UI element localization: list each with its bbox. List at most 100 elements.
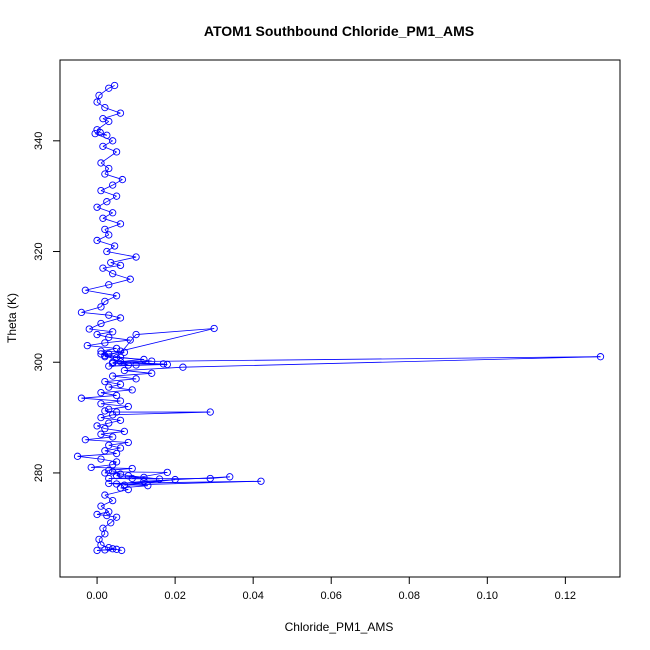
series-segment — [98, 87, 110, 96]
data-point — [87, 463, 95, 472]
data-point — [93, 546, 101, 555]
data-point — [112, 192, 121, 200]
data-point — [109, 181, 117, 189]
series-segment — [120, 356, 152, 362]
series-segment — [108, 419, 121, 424]
data-point — [93, 203, 101, 211]
series-segment — [96, 334, 109, 338]
series-segment — [96, 425, 106, 430]
data-point — [118, 546, 126, 555]
series-segment — [108, 483, 148, 487]
series-segment — [108, 480, 261, 484]
data-point — [95, 91, 103, 100]
series-segment — [85, 439, 129, 443]
data-point — [210, 324, 218, 333]
data-point — [109, 209, 117, 217]
data-point — [124, 485, 132, 494]
data-point — [105, 479, 113, 488]
data-point — [112, 480, 121, 488]
data-point — [140, 355, 148, 364]
series-segment — [120, 485, 148, 489]
data-point — [101, 425, 109, 433]
data-point — [105, 84, 113, 92]
series-segment — [102, 145, 117, 153]
series-segment — [89, 328, 113, 333]
data-point — [112, 545, 121, 553]
series-segment — [104, 447, 121, 452]
series-segment — [108, 278, 131, 286]
data-point — [132, 375, 140, 383]
data-point — [109, 496, 117, 505]
data-point — [116, 109, 125, 117]
series-segment — [100, 347, 117, 352]
series-segment — [106, 515, 117, 518]
data-point — [132, 361, 140, 369]
series-segment — [96, 121, 110, 131]
data-point — [118, 175, 127, 184]
data-point — [96, 128, 104, 137]
series-segment — [108, 383, 121, 388]
data-point — [103, 198, 111, 206]
data-point — [206, 474, 214, 483]
data-point — [105, 362, 113, 370]
data-point — [93, 422, 101, 430]
series-segment — [104, 450, 117, 454]
data-point — [101, 170, 109, 178]
data-point — [126, 336, 134, 344]
series-segment — [102, 522, 111, 529]
series-points — [73, 81, 605, 555]
series-segment — [100, 392, 117, 396]
data-point — [109, 270, 117, 278]
data-point — [105, 333, 113, 341]
series-segment — [85, 436, 113, 441]
data-point — [99, 264, 107, 272]
series-segment — [96, 201, 108, 208]
data-point — [257, 477, 265, 485]
series-segment — [108, 314, 121, 319]
data-point — [596, 353, 605, 361]
data-point — [93, 98, 101, 106]
x-tick-label: 0.10 — [477, 590, 498, 602]
data-point — [105, 231, 113, 239]
series-segment — [89, 323, 102, 330]
series-segment — [112, 179, 123, 186]
data-point — [112, 472, 121, 480]
series-segment — [104, 295, 117, 302]
data-point — [116, 358, 125, 366]
data-point — [97, 350, 105, 358]
series-segment — [108, 351, 125, 355]
series-segment — [110, 256, 137, 263]
data-point — [132, 330, 140, 339]
series-segment — [81, 312, 109, 316]
data-point — [101, 546, 109, 554]
series-segment — [100, 500, 113, 507]
data-point — [105, 474, 113, 483]
data-point — [93, 330, 101, 339]
data-point — [97, 541, 105, 549]
data-point — [120, 348, 129, 356]
data-point — [120, 427, 129, 436]
series-segment — [112, 375, 137, 380]
data-point — [128, 474, 136, 483]
series-segment — [132, 471, 168, 479]
data-point — [97, 400, 105, 408]
series-segment — [112, 471, 168, 473]
data-point — [112, 354, 121, 362]
series-segment — [100, 414, 113, 418]
data-point — [112, 513, 121, 521]
data-point — [97, 186, 105, 195]
data-point — [105, 383, 113, 391]
data-point — [101, 377, 109, 386]
data-point — [109, 468, 117, 476]
data-point — [105, 311, 113, 319]
data-point — [105, 405, 113, 413]
series-segment — [100, 505, 110, 513]
series-segment — [104, 494, 113, 501]
data-point — [77, 394, 86, 402]
data-point — [140, 473, 148, 482]
data-point — [163, 468, 171, 477]
series-segment — [120, 328, 215, 352]
data-point — [105, 508, 113, 516]
data-point — [105, 441, 113, 449]
y-axis-label: Theta (K) — [5, 293, 19, 343]
